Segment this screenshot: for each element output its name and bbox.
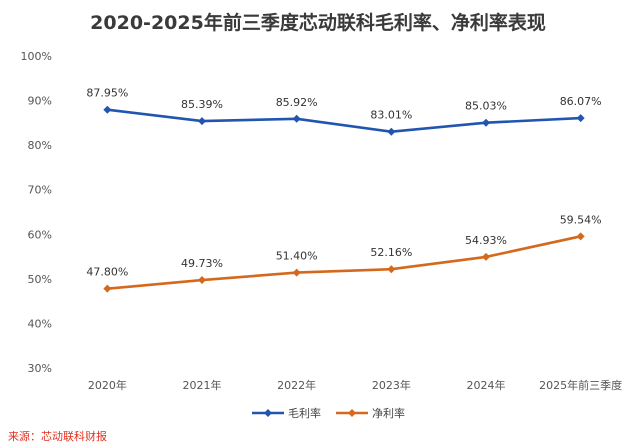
y-tick-label: 70% <box>28 184 52 197</box>
y-tick-label: 80% <box>28 139 52 152</box>
data-point <box>576 232 585 241</box>
y-tick-label: 90% <box>28 95 52 108</box>
legend-label: 毛利率 <box>288 406 321 420</box>
data-label: 85.39% <box>181 98 223 111</box>
data-label: 47.80% <box>86 266 128 279</box>
data-point <box>103 284 112 293</box>
data-point <box>387 265 396 274</box>
series-line-0 <box>106 108 583 133</box>
legend-marker <box>264 409 272 417</box>
source-note: 来源：芯动联科财报 <box>8 430 107 443</box>
data-label: 86.07% <box>560 95 602 108</box>
y-tick-label: 50% <box>28 273 52 286</box>
series-line-1 <box>106 235 583 291</box>
data-point <box>576 114 585 123</box>
data-point <box>198 276 206 285</box>
x-tick-label: 2024年 <box>467 378 506 392</box>
data-label: 83.01% <box>370 109 412 122</box>
legend-marker <box>348 409 356 417</box>
data-point <box>292 268 301 277</box>
data-label: 59.54% <box>560 213 602 226</box>
data-point <box>387 127 396 136</box>
x-tick-label: 2023年 <box>372 378 411 392</box>
data-label: 85.92% <box>276 96 318 109</box>
data-label: 51.40% <box>276 250 318 263</box>
x-tick-label: 2025年前三季度 <box>539 378 622 392</box>
y-tick-label: 100% <box>21 50 52 63</box>
y-tick-label: 60% <box>28 228 52 241</box>
legend-label: 净利率 <box>372 406 405 420</box>
data-point <box>198 117 206 126</box>
data-point <box>103 105 112 114</box>
data-point <box>482 252 490 261</box>
y-tick-label: 30% <box>28 362 52 375</box>
x-tick-label: 2020年 <box>88 378 127 392</box>
data-label: 52.16% <box>370 246 412 259</box>
y-tick-label: 40% <box>28 317 52 330</box>
y-axis: 30% 40% 50% 60% 70% 80% 90% 100% <box>21 50 52 375</box>
x-tick-label: 2022年 <box>277 378 316 392</box>
x-tick-label: 2021年 <box>183 378 222 392</box>
data-label: 85.03% <box>465 100 507 113</box>
data-point <box>482 118 490 127</box>
data-point <box>292 114 301 123</box>
data-label: 54.93% <box>465 234 507 247</box>
x-axis: 2020年 2021年 2022年 2023年 2024年 2025年前三季度 <box>88 378 622 392</box>
data-label: 49.73% <box>181 257 223 270</box>
series-group: 87.95% 85.39% 85.92% 83.01% 85.03% 86.07% 47.8… <box>86 87 602 293</box>
data-label: 87.95% <box>86 87 128 100</box>
legend: 毛利率 净利率 <box>252 406 405 420</box>
chart-title: 2020-2025年前三季度芯动联科毛利率、净利率表现 <box>90 12 546 34</box>
